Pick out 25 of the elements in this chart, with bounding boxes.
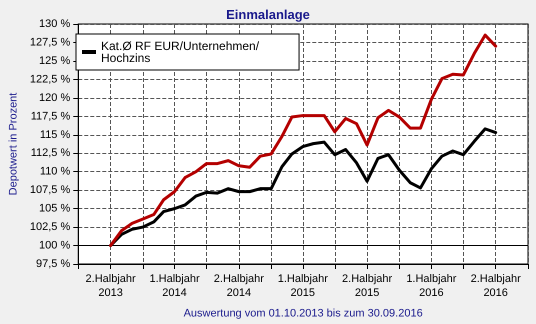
y-tick-label: 117,5 % [30, 110, 70, 122]
y-tick-label: 107,5 % [30, 184, 70, 196]
legend-label: Kat.Ø RF EUR/Unternehmen/ Hochzins [101, 39, 260, 65]
x-tick-label: 1.Halbjahr 2015 [278, 273, 328, 299]
x-tick-label: 1.Halbjahr 2016 [406, 273, 457, 299]
x-tick-label: 2.Halbjahr 2014 [214, 273, 264, 299]
y-tick-label: 105 % [39, 202, 70, 215]
y-tick-label: 125 % [39, 54, 70, 67]
y-tick-label: 122,5 % [30, 73, 70, 86]
y-axis-title: Depotwert in Prozent [8, 92, 20, 196]
y-tick-label: 112,5 % [30, 147, 70, 160]
y-tick-label: 97,5 % [36, 258, 70, 270]
y-tick-label: 120 % [39, 92, 70, 104]
y-tick-label: 130 % [39, 18, 70, 30]
y-tick-label: 110 % [40, 166, 70, 178]
chart-title: Einmalanlage [226, 7, 310, 22]
y-tick-label: 127,5 % [30, 36, 70, 48]
x-tick-label: 2.Halbjahr 2015 [342, 273, 392, 299]
x-tick-label: 1.Halbjahr 2014 [149, 273, 200, 299]
x-tick-label: 2.Halbjahr 2016 [470, 273, 522, 299]
x-tick-label: 2.Halbjahr 2013 [86, 273, 136, 299]
y-tick-label: 115 % [40, 128, 70, 141]
y-tick-label: 102,5 % [30, 221, 70, 234]
y-tick-label: 100 % [39, 240, 70, 252]
x-axis-title: Auswertung vom 01.10.2013 bis zum 30.09.2016 [184, 308, 423, 320]
